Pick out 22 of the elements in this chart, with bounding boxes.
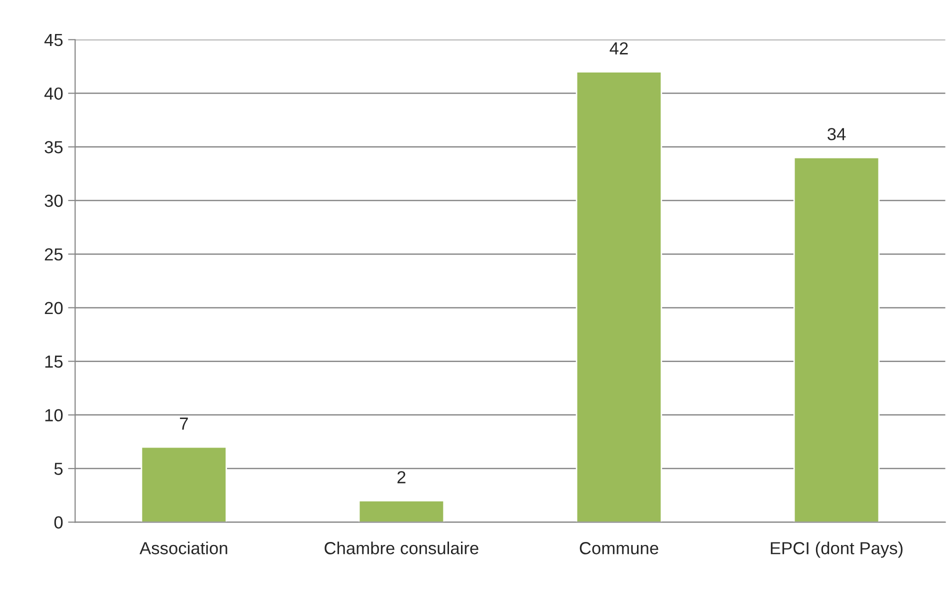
x-tick-label: EPCI (dont Pays) xyxy=(770,542,903,558)
y-tick-label: 35 xyxy=(44,141,63,154)
data-label: 42 xyxy=(610,42,628,54)
x-tick-label: Chambre consulaire xyxy=(324,542,478,554)
y-tick-label: 15 xyxy=(45,356,63,368)
bar xyxy=(793,156,880,522)
bar xyxy=(140,446,228,522)
bar xyxy=(576,71,662,522)
bar xyxy=(358,500,445,522)
x-tick-label: Commune xyxy=(580,542,658,554)
y-tick-label: 0 xyxy=(54,516,63,529)
y-tick-label: 5 xyxy=(54,462,63,475)
y-tick-label: 10 xyxy=(45,409,63,422)
y-tick-label: 25 xyxy=(44,248,63,261)
y-tick-label: 20 xyxy=(44,302,63,314)
y-tick-label: 45 xyxy=(44,34,63,46)
data-label: 7 xyxy=(180,418,188,430)
y-tick-label: 40 xyxy=(44,87,63,100)
y-tick-label: 30 xyxy=(44,194,63,207)
x-tick-label: Association xyxy=(140,542,228,554)
data-label: 34 xyxy=(828,128,846,140)
data-label: 2 xyxy=(397,471,406,484)
